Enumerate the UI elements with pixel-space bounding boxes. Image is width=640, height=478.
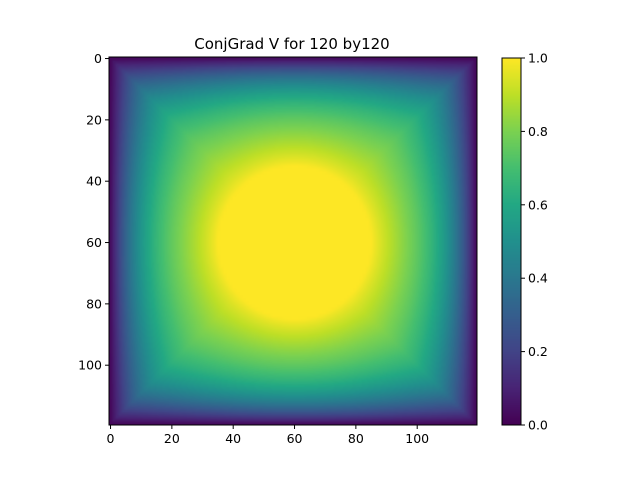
heatmap-image <box>109 57 477 425</box>
y-tick-label: 100 <box>78 358 102 373</box>
heatmap-plot <box>108 56 478 426</box>
colorbar-tick-label: 0.0 <box>528 418 548 433</box>
y-tick-label: 60 <box>86 235 102 250</box>
y-tick-label: 20 <box>86 112 102 127</box>
x-tick-label: 100 <box>405 431 429 446</box>
plot-frame <box>108 56 478 426</box>
colorbar-tick-label: 1.0 <box>528 51 548 66</box>
colorbar-gradient <box>502 58 521 425</box>
y-tick-label: 0 <box>94 51 102 66</box>
y-axis: 0 20 40 60 80 100 <box>78 51 109 373</box>
x-tick-label: 60 <box>287 431 303 446</box>
colorbar: 0.0 0.2 0.4 0.6 0.8 1.0 <box>501 51 548 433</box>
x-axis: 0 20 40 60 80 100 <box>107 425 429 446</box>
colorbar-tick-label: 0.4 <box>528 271 548 286</box>
chart-title: ConjGrad V for 120 by120 <box>194 35 389 53</box>
colorbar-frame <box>501 57 522 426</box>
colorbar-tick-label: 0.6 <box>528 197 548 212</box>
colorbar-tick-label: 0.8 <box>528 124 548 139</box>
y-tick-label: 80 <box>86 296 102 311</box>
x-tick-label: 0 <box>107 431 115 446</box>
colorbar-tick-label: 0.2 <box>528 344 548 359</box>
x-tick-label: 80 <box>348 431 364 446</box>
x-tick-label: 40 <box>225 431 241 446</box>
x-tick-label: 20 <box>164 431 180 446</box>
y-tick-label: 40 <box>86 174 102 189</box>
colorbar-axis: 0.0 0.2 0.4 0.6 0.8 1.0 <box>521 51 548 433</box>
